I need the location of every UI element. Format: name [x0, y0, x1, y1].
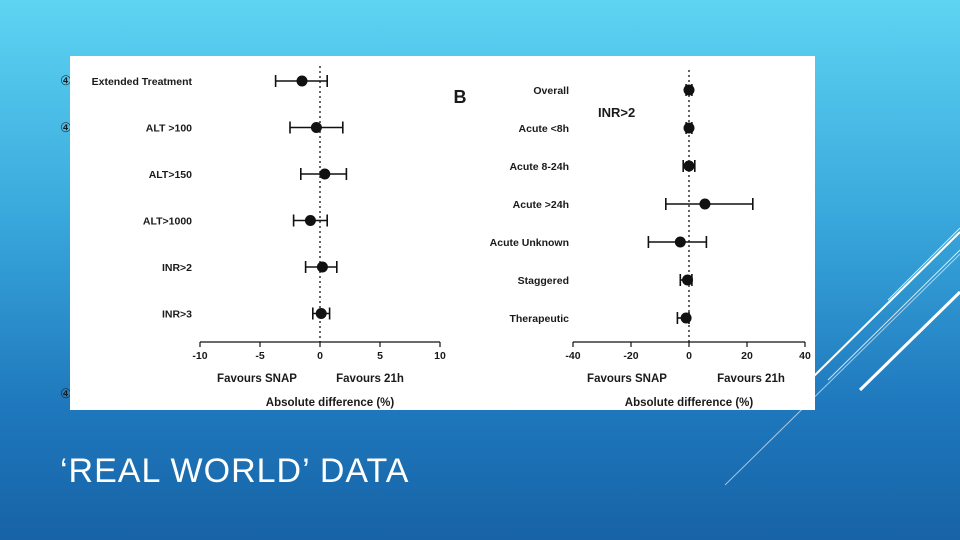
point-estimate [674, 236, 686, 248]
category-label: INR>2 [162, 262, 192, 274]
category-label: Acute <8h [519, 123, 569, 135]
point-estimate [296, 75, 308, 87]
x-tick-label: 0 [317, 350, 323, 362]
favours-right-label: Favours 21h [336, 373, 404, 385]
bullet-icon-1: ④ [60, 73, 72, 88]
category-label: INR>3 [162, 309, 192, 321]
point-estimate [699, 198, 711, 210]
point-estimate [316, 261, 328, 273]
x-tick-label: 0 [686, 350, 692, 362]
forest-plot-panel-b: -40 -20 0 20 40 Overall Acute <8h Acute 8-24h Ac… [450, 56, 815, 410]
category-label: Acute 8-24h [509, 161, 569, 173]
point-estimate [315, 308, 327, 319]
forest-plot-b-svg: -40 -20 0 20 40 Overall Acute <8h Acute 8-24h Ac… [454, 70, 811, 409]
x-tick-label: 20 [741, 350, 753, 362]
category-label: Extended Treatment [92, 76, 193, 88]
x-tick-label: -5 [255, 350, 264, 362]
x-axis-label: Absolute difference (%) [625, 397, 754, 409]
favours-left-label: Favours SNAP [587, 373, 667, 385]
x-tick-label: 10 [434, 350, 446, 362]
point-estimate [683, 122, 695, 134]
category-label: ALT>150 [149, 169, 192, 181]
chart-subtitle: INR>2 [598, 105, 635, 120]
favours-right-label: Favours 21h [717, 373, 785, 385]
x-axis-label: Absolute difference (%) [266, 397, 395, 409]
category-label: Overall [533, 85, 569, 97]
x-tick-label: -40 [565, 350, 580, 362]
category-label: Staggered [518, 275, 569, 287]
category-label: Therapeutic [509, 313, 569, 325]
point-estimate [683, 84, 695, 96]
forest-plot-a-svg: -10 -5 0 5 10 Extended Treatment ALT >100 ALT>1… [92, 66, 446, 409]
point-estimate [682, 274, 694, 286]
x-tick-label: -10 [192, 350, 207, 362]
forest-plot-panel-a: -10 -5 0 5 10 Extended Treatment ALT >100 ALT>1… [70, 56, 450, 410]
favours-left-label: Favours SNAP [217, 373, 297, 385]
bullet-icon-3: ④ [60, 386, 72, 401]
bullet-icon-2: ④ [60, 120, 72, 135]
point-estimate [304, 215, 316, 226]
point-estimate [680, 312, 692, 324]
panel-label: B [454, 87, 467, 107]
category-label: Acute Unknown [490, 237, 569, 249]
category-label: ALT >100 [146, 123, 192, 135]
slide-title: ‘REAL WORLD’ DATA [60, 452, 410, 490]
x-tick-label: 5 [377, 350, 383, 362]
category-label: Acute >24h [513, 199, 569, 211]
category-label: ALT>1000 [143, 216, 192, 228]
point-estimate [310, 122, 322, 133]
point-estimate [683, 160, 695, 172]
x-tick-label: -20 [623, 350, 638, 362]
point-estimate [319, 168, 331, 180]
x-tick-label: 40 [799, 350, 811, 362]
